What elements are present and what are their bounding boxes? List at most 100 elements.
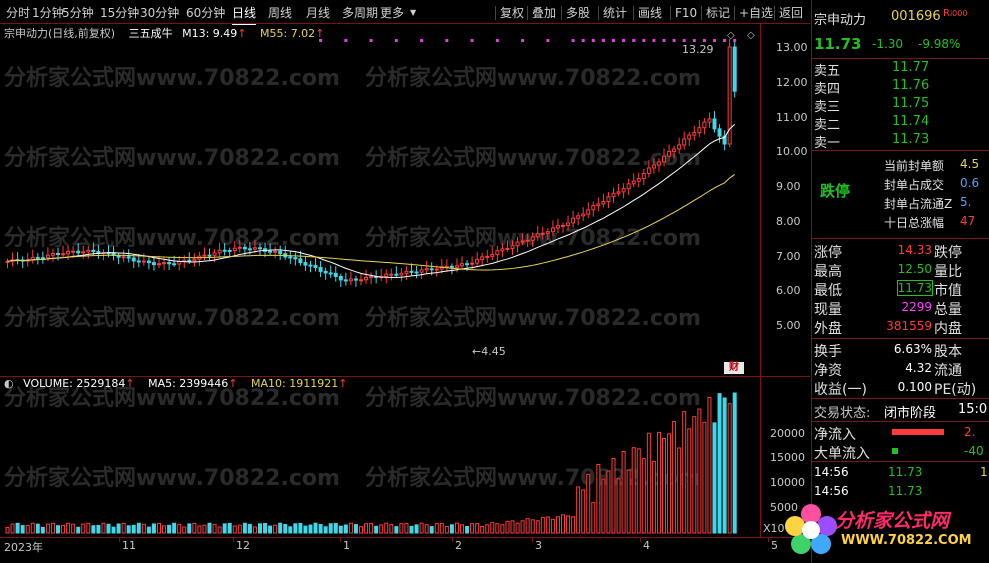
period-tab-7[interactable]: 周线 [268, 6, 293, 20]
volume-bar [146, 526, 151, 534]
kline-chart[interactable] [0, 0, 810, 563]
volume-bar [101, 522, 106, 534]
action-button-4[interactable]: 画线 [638, 6, 663, 20]
indicator-name[interactable]: 三五成牛 [128, 27, 173, 40]
ask-row[interactable]: 卖五 11.77 [812, 60, 989, 79]
candle-body [399, 272, 404, 276]
volume-bar [515, 522, 520, 534]
ma5-up-icon: ↑ [228, 377, 238, 390]
volume-bar [616, 478, 621, 534]
period-tab-6[interactable]: 日线 [232, 2, 257, 25]
volume-settings-icon[interactable]: ◐ [4, 377, 14, 390]
action-button-1[interactable]: 叠加 [532, 6, 557, 20]
period-tab-4[interactable]: 30分钟 [140, 6, 180, 20]
quote-divider-6 [812, 421, 989, 422]
date-tick-label: 2 [455, 539, 462, 552]
ask-row[interactable]: 卖二 11.74 [812, 114, 989, 133]
candle-body [662, 155, 666, 163]
volume-value: VOLUME: 2529184 [23, 377, 126, 390]
action-button-6[interactable]: 标记 [706, 6, 731, 20]
period-tab-1[interactable]: 1分钟 [32, 6, 64, 20]
candle-body [591, 205, 596, 211]
action-button-7[interactable]: +自选 [739, 6, 774, 20]
price-tick-label: 10.00 [776, 145, 808, 158]
candle-body [338, 275, 343, 281]
candle-body [136, 260, 141, 263]
volume-bar [20, 525, 25, 534]
candle-body [30, 256, 35, 261]
volume-bar [626, 469, 631, 534]
period-tab-9[interactable]: 多周期 [342, 6, 379, 20]
volume-bar [227, 522, 232, 534]
volume-bar [288, 526, 293, 534]
limit-status: 跌停 [820, 182, 851, 200]
ask-row[interactable]: 卖四 11.76 [812, 78, 989, 97]
candle-body [717, 128, 722, 137]
ask-row[interactable]: 卖三 11.75 [812, 96, 989, 115]
volume-bar [732, 392, 737, 534]
volume-bar [500, 524, 505, 534]
action-button-0[interactable]: 复权 [500, 6, 525, 20]
seal-row: 十日总涨幅 47 [812, 214, 989, 232]
volume-bar [454, 522, 459, 534]
volume-bar [505, 520, 510, 534]
candle-body [540, 232, 545, 235]
stat-value: 14.33 [897, 243, 932, 257]
more-dropdown-icon[interactable]: ▼ [410, 8, 417, 17]
stat-label: 最高 [814, 264, 842, 280]
quote-tag-text: R [943, 8, 950, 19]
volume-bar [207, 522, 212, 534]
volume-bar [697, 408, 702, 534]
volume-bar [727, 403, 732, 534]
ask-row[interactable]: 卖一 11.73 [812, 132, 989, 151]
stat-label: 外盘 [814, 321, 842, 337]
stock-name-label: 宗申动力 [4, 27, 48, 40]
candle-body [348, 278, 353, 282]
volume-bar [66, 522, 71, 534]
logo-flower-icon [785, 504, 837, 554]
stat-label-2: 跌停 [934, 245, 962, 261]
candle-body [550, 227, 555, 233]
candle-body [646, 167, 651, 174]
period-tab-5[interactable]: 60分钟 [186, 6, 226, 20]
candle-body [207, 254, 212, 257]
candle-body [222, 249, 227, 252]
candle-body [535, 233, 540, 238]
flow-bar [892, 448, 898, 454]
volume-bar [510, 520, 515, 534]
volume-bar [182, 526, 187, 534]
financial-report-marker[interactable]: 财 [724, 362, 744, 374]
ask-price: 11.73 [892, 132, 930, 147]
stat2-row: 净资 4.32 流通 [812, 360, 989, 379]
candle-body [242, 246, 247, 250]
volume-bar [217, 526, 222, 534]
candle-body [227, 249, 232, 252]
ma55-line [7, 174, 735, 271]
candle-body [460, 263, 464, 267]
period-tab-2[interactable]: 5分钟 [62, 6, 94, 20]
volume-bar [258, 523, 262, 534]
action-button-3[interactable]: 统计 [603, 6, 628, 20]
action-button-2[interactable]: 多股 [566, 6, 591, 20]
volume-bar [106, 523, 111, 534]
seal-value: 0.6 [960, 176, 980, 190]
period-tab-0[interactable]: 分时 [6, 6, 31, 20]
volume-bar [525, 518, 530, 534]
volume-bar [566, 515, 571, 534]
stat-label: 涨停 [814, 245, 842, 261]
adjust-mode-label: (日线,前复权) [48, 27, 116, 40]
period-tab-10[interactable]: 更多 [380, 6, 405, 20]
candle-body [510, 245, 515, 249]
period-tab-8[interactable]: 月线 [306, 6, 331, 20]
volume-bar [561, 514, 565, 534]
action-button-8[interactable]: 返回 [779, 6, 804, 20]
stat-value: 11.73 [896, 280, 934, 296]
volume-bar [111, 526, 116, 534]
volume-bar [50, 522, 55, 534]
signal-dot [591, 39, 595, 42]
volume-bar [172, 522, 177, 534]
period-tab-3[interactable]: 15分钟 [100, 6, 140, 20]
toolbar-separator [495, 6, 496, 20]
period-toolbar: 分时 1分钟 5分钟 15分钟 30分钟 60分钟 日线 周线 月线 多周期 更多 ▼ 复权 叠加 多股 统计… [0, 2, 810, 25]
action-button-5[interactable]: F10 [675, 6, 698, 20]
